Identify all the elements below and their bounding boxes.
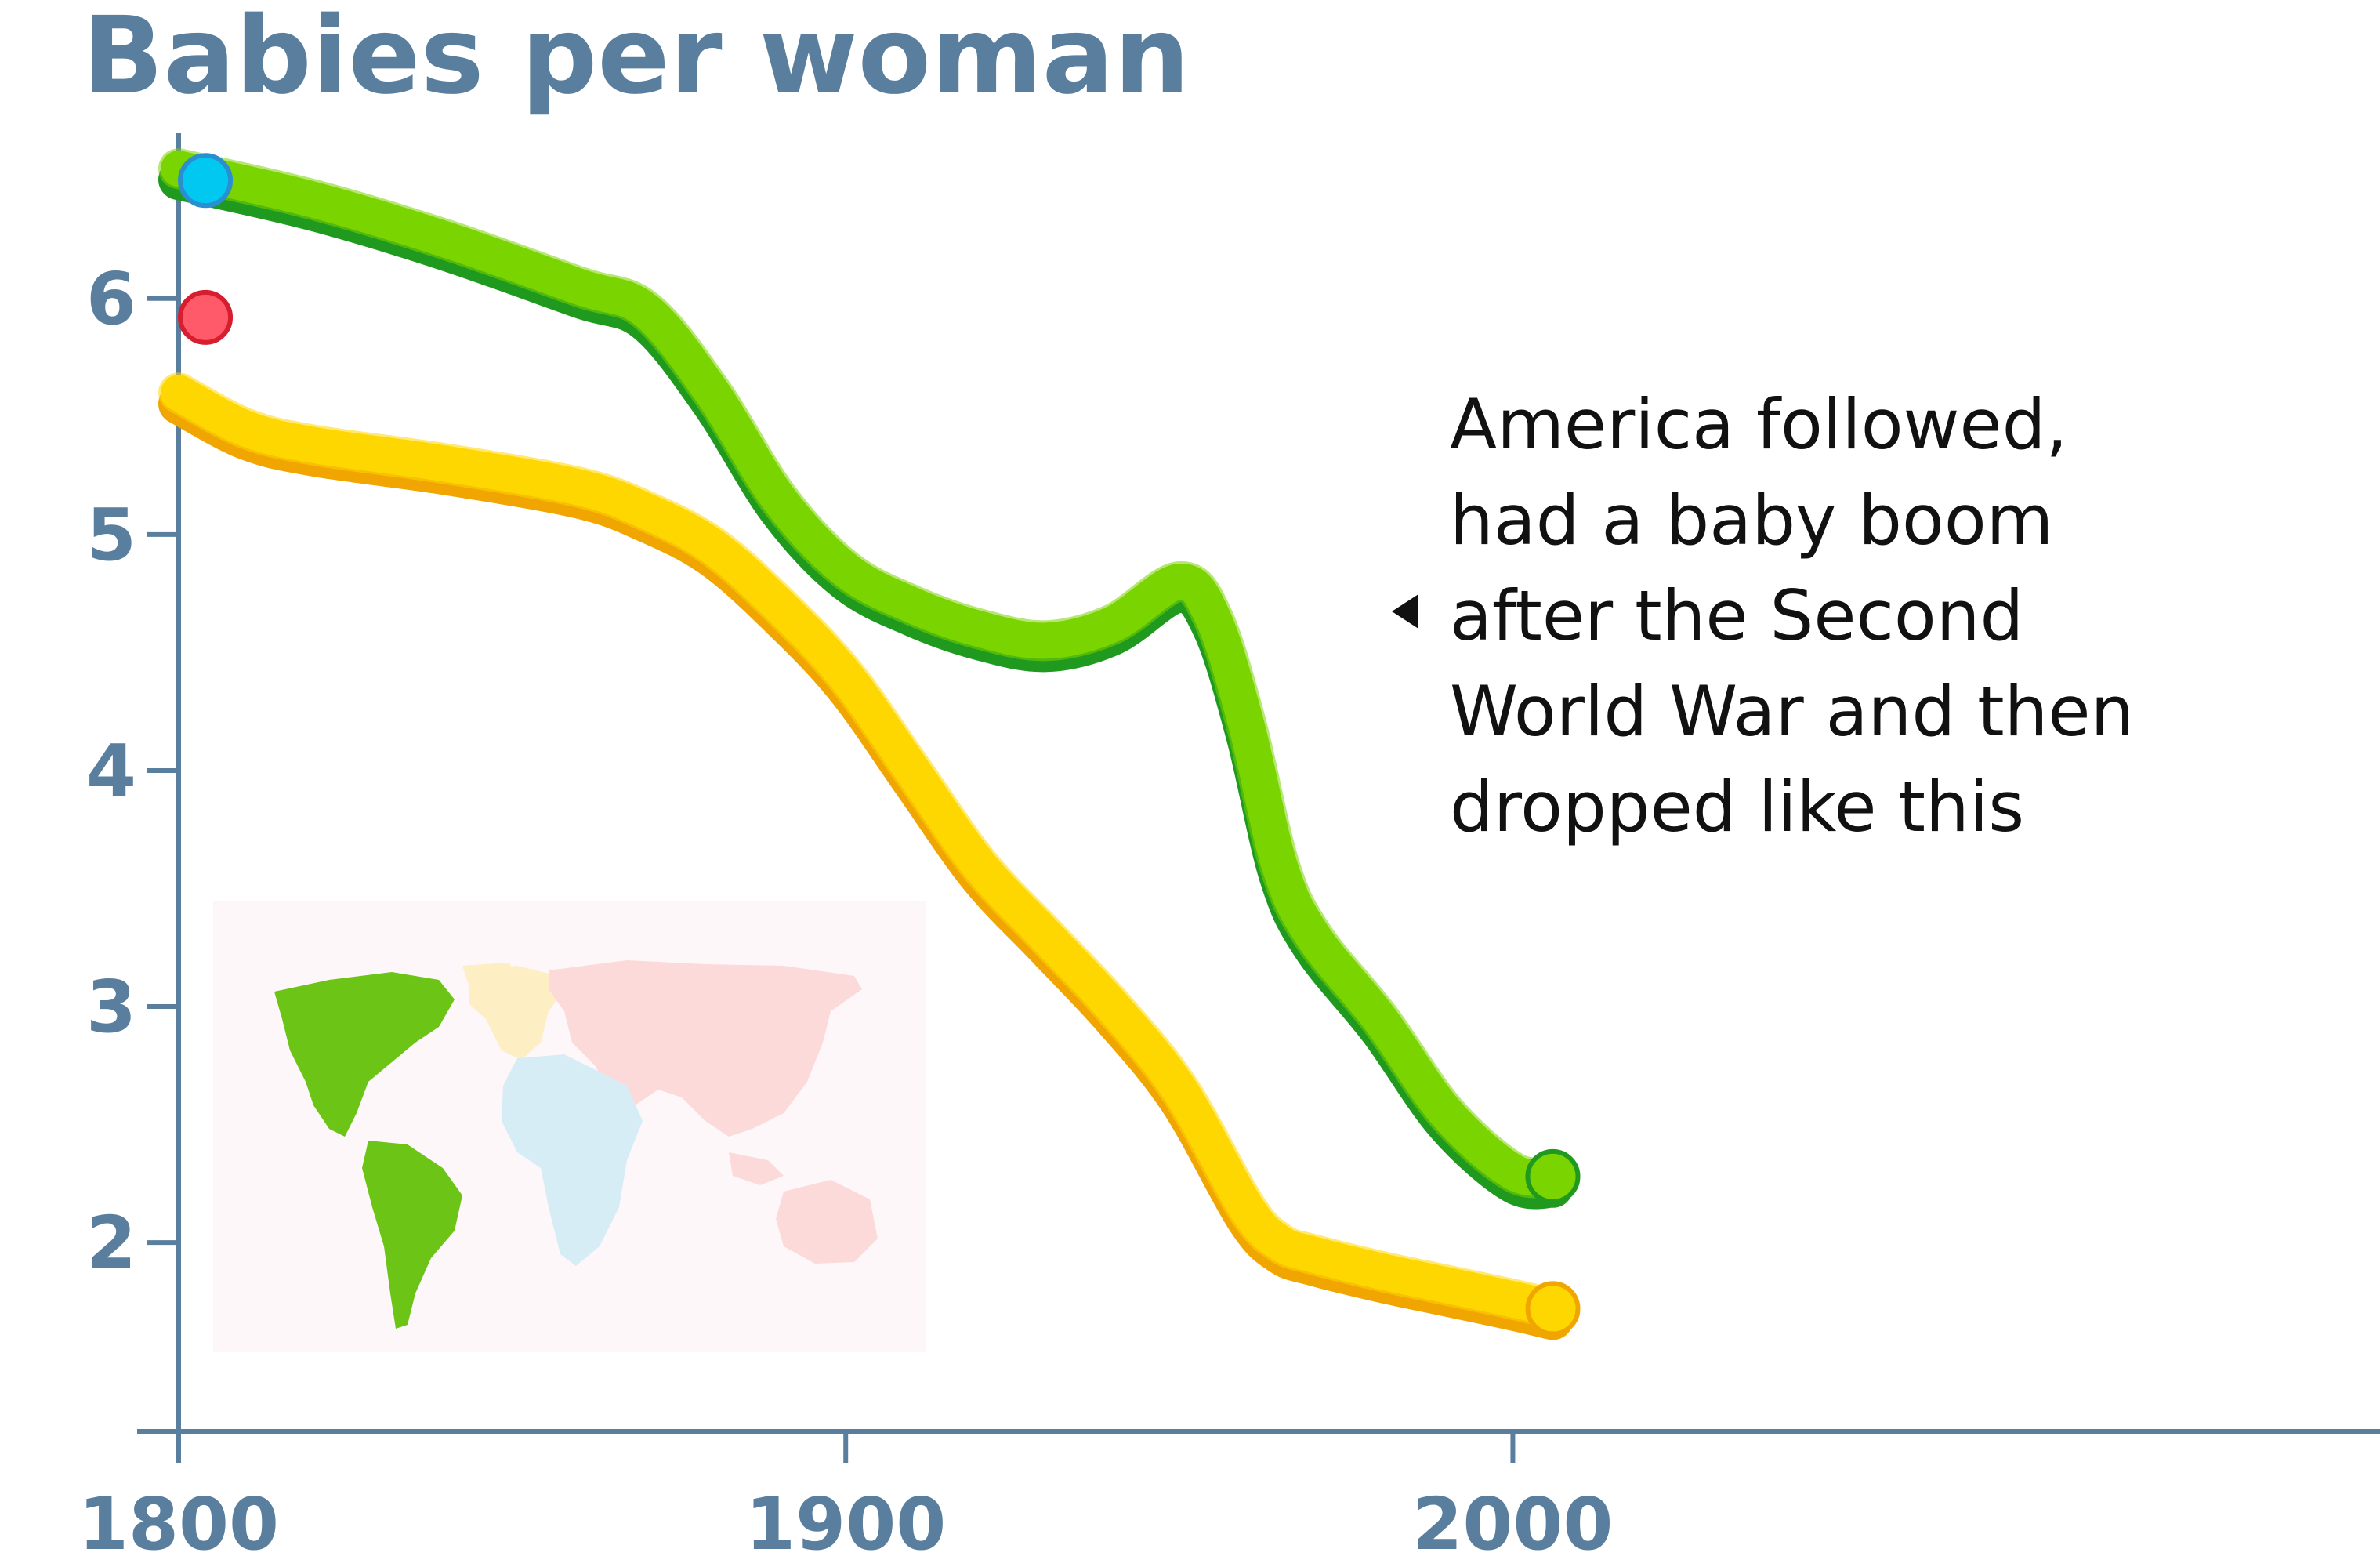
map-region-australia [776, 1180, 878, 1264]
annotation-line: dropped like this [1450, 767, 2024, 847]
world-map-legend [213, 901, 926, 1352]
axes: 2 3 4 5 6 1800 1900 2000 [78, 133, 2380, 1566]
annotation: America followed, had a baby boom after th… [1392, 384, 2134, 847]
start-marker [178, 153, 234, 209]
annotation-line: World War and then [1450, 671, 2134, 752]
end-marker [1525, 1148, 1581, 1204]
map-region-south-america [362, 1141, 462, 1329]
y-tick-label: 5 [86, 493, 136, 577]
y-tick-label: 2 [86, 1201, 136, 1285]
map-region-north-america [274, 972, 455, 1137]
x-tick-label: 1800 [78, 1482, 279, 1566]
series-line [161, 151, 1571, 1196]
y-tick-label: 4 [86, 729, 136, 813]
annotation-line: after the Second [1450, 575, 2023, 656]
x-tick-label: 2000 [1412, 1482, 1613, 1566]
map-region-islands [729, 1152, 784, 1185]
annotation-line: America followed, [1450, 384, 2067, 465]
start-marker [178, 289, 234, 345]
series-markers [178, 153, 1581, 1337]
end-marker [1525, 1281, 1581, 1337]
pointer-arrow-icon [1392, 594, 1418, 629]
y-tick-label: 3 [86, 965, 136, 1049]
y-tick-label: 6 [86, 257, 136, 341]
series-lines [158, 148, 1574, 1340]
map-region-greenland [462, 963, 517, 997]
annotation-line: had a baby boom [1450, 480, 2053, 560]
map-region-africa [502, 1054, 643, 1266]
chart-title: Babies per woman [82, 0, 1190, 118]
x-tick-label: 1900 [745, 1482, 946, 1566]
series-line [161, 375, 1571, 1327]
